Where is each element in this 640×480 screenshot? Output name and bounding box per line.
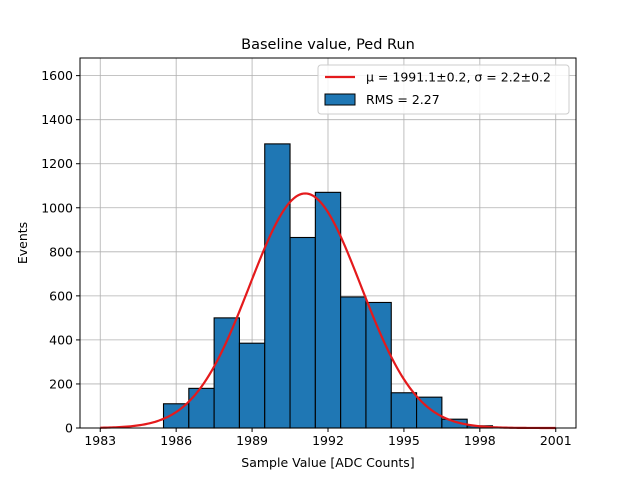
x-tick-label: 1989 [236,433,268,448]
y-tick-label: 1000 [41,200,73,215]
histogram-bar [314,191,342,429]
histogram-bar [365,301,392,429]
y-tick-label: 1200 [41,156,73,171]
y-tick-label: 600 [49,288,73,303]
legend-box [317,64,570,115]
legend-histogram-swatch [324,93,356,106]
y-tick-label: 200 [49,376,73,391]
histogram-bar [390,392,418,429]
x-tick-label: 1983 [84,433,116,448]
histogram-bars [162,143,494,429]
chart-title: Baseline value, Ped Run [241,37,415,53]
x-tick-label: 2001 [540,433,572,448]
y-tick-label: 800 [49,244,73,259]
x-axis-ticks: 1983 1986 1989 1992 1995 1998 2001 [84,428,572,448]
legend-fit-label: μ = 1991.1±0.2, σ = 2.2±0.2 [366,70,551,85]
x-axis-label: Sample Value [ADC Counts] [241,455,414,470]
histogram-bar [416,396,443,429]
histogram-bar [340,296,367,429]
y-tick-label: 400 [49,332,73,347]
x-tick-label: 1995 [388,433,420,448]
histogram-bar [289,236,316,429]
histogram-bar [238,342,266,429]
x-tick-label: 1986 [160,433,192,448]
legend-histogram-label: RMS = 2.27 [366,92,440,107]
legend: μ = 1991.1±0.2, σ = 2.2±0.2 RMS = 2.27 [317,64,570,115]
y-axis-label: Events [15,222,30,264]
y-axis-ticks: 0 200 400 600 800 1000 1200 1400 1600 [41,68,80,436]
x-tick-label: 1992 [312,433,344,448]
y-tick-label: 0 [65,421,73,436]
y-tick-label: 1600 [41,68,73,83]
histogram-bar [213,317,240,429]
gaussian-fit-curve [100,192,556,430]
y-tick-label: 1400 [41,112,73,127]
histogram-bar [264,143,291,429]
x-tick-label: 1998 [464,433,496,448]
histogram-bar [188,387,215,429]
